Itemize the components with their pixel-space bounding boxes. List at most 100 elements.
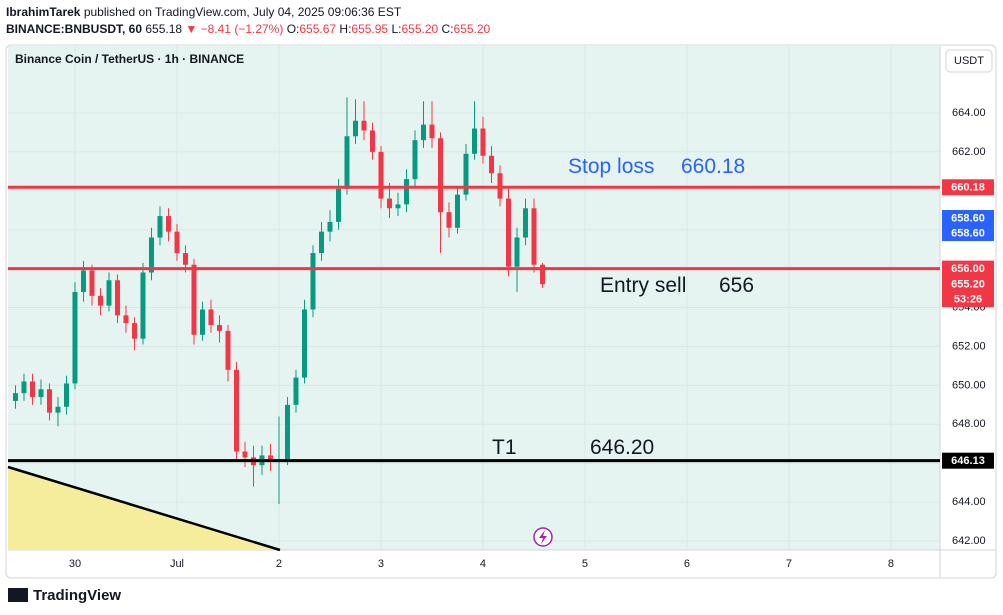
candle-body [114,280,120,316]
candle-body [29,381,35,398]
candle-body [165,216,171,232]
x-tick-label: Jul [170,558,184,570]
candle-body [199,309,205,335]
candle-body [55,406,61,413]
candle-body [531,208,537,265]
ohlc-value: 655.67 [299,22,337,36]
price-label-box [942,260,994,277]
candle-body [284,404,290,460]
candle-body [157,216,163,238]
price-label-box [942,210,994,227]
candle-body [446,212,452,228]
y-tick-label: 646.00 [952,457,986,469]
candle-body [12,393,18,401]
candle-body [63,383,69,407]
candle-body [72,291,78,384]
x-tick-label: 5 [582,558,588,570]
candle-body [106,280,112,306]
annotation-text: Entry sell [600,274,686,297]
candle-body [208,309,214,326]
ohlc-key: H: [339,22,352,36]
price-label-box [942,225,994,242]
candle-body [539,264,545,285]
y-tick-label: 658.00 [952,224,986,236]
x-tick-label: 2 [276,558,282,570]
candle-body [471,128,477,154]
author[interactable]: IbrahimTarek [6,5,81,19]
candle-body [225,330,231,370]
annotation-price: 646.20 [590,436,654,459]
x-tick-label: 3 [378,558,384,570]
chart-frame [5,44,997,579]
candle-body [454,194,460,228]
ohlc-value: 655.20 [453,22,491,36]
candle-body [80,270,86,292]
candle-body [361,120,367,131]
candle-body [259,455,265,466]
candle-body [352,120,358,137]
pattern-drawing [8,467,280,550]
candle-body [301,309,307,378]
symbol: BINANCE:BNBUSDT, 60 [6,22,143,36]
quote-line: BINANCE:BNBUSDT, 60 655.18 ▼ −8.41 (−1.2… [6,21,490,38]
candle-body [505,198,511,267]
candle-body [89,270,95,296]
change: ▼ −8.41 (−1.27%) [185,22,284,36]
event-icon[interactable] [533,527,553,547]
candle-body [131,323,137,339]
y-tick-label: 664.00 [952,107,986,119]
candle-body [276,459,282,462]
candle-body [522,208,528,238]
y-tick-label: 660.00 [952,185,986,197]
price-label: 655.20 [951,279,985,291]
candle-body [250,457,256,466]
candle-body [38,389,44,398]
candle-body [412,140,418,180]
candle-body [267,455,273,462]
x-tick-label: 7 [786,558,792,570]
candle-body [174,231,180,254]
ohlc: O:655.67 H:655.95 L:655.20 C:655.20 [287,22,491,36]
candle-body [395,204,401,209]
trend-line [7,465,281,552]
currency-button[interactable] [945,49,993,73]
price-label: 660.18 [951,182,985,194]
candle-body [386,198,392,209]
ohlc-value: 655.95 [351,22,389,36]
y-tick-label: 648.00 [952,418,986,430]
x-tick-label: 30 [69,558,81,570]
price-label: 658.60 [951,212,985,224]
candle-body [463,153,469,195]
candle-body [514,237,520,267]
y-tick-label: 656.00 [952,263,986,275]
candle-body [369,130,375,152]
price-label-box [942,179,994,196]
candle-body [242,451,248,458]
candle-body [46,389,52,413]
price-label-box [942,452,994,469]
candle-body [429,124,435,139]
y-tick-label: 652.00 [952,340,986,352]
x-tick-label: 4 [480,558,486,570]
annotation-text: Stop loss [568,155,654,178]
annotation-price: 656 [719,274,754,297]
event-bolt [539,530,547,544]
candle-body [123,315,129,324]
y-tick-label: 642.00 [952,535,986,547]
y-tick-label: 662.00 [952,146,986,158]
x-tick-label: 8 [888,558,894,570]
price-label-box [942,291,994,308]
candle-body [21,381,27,394]
candle-body [420,124,426,141]
ohlc-value: 655.20 [401,22,439,36]
candle-body [344,136,350,189]
candle-body [293,377,299,405]
price-label: 658.60 [951,227,985,239]
candle-body [403,179,409,205]
candle-body [488,155,494,174]
candle-body [233,369,239,452]
header: IbrahimTarek published on TradingView.co… [6,4,490,38]
published: published on TradingView.com, July 04, 2… [83,5,402,19]
